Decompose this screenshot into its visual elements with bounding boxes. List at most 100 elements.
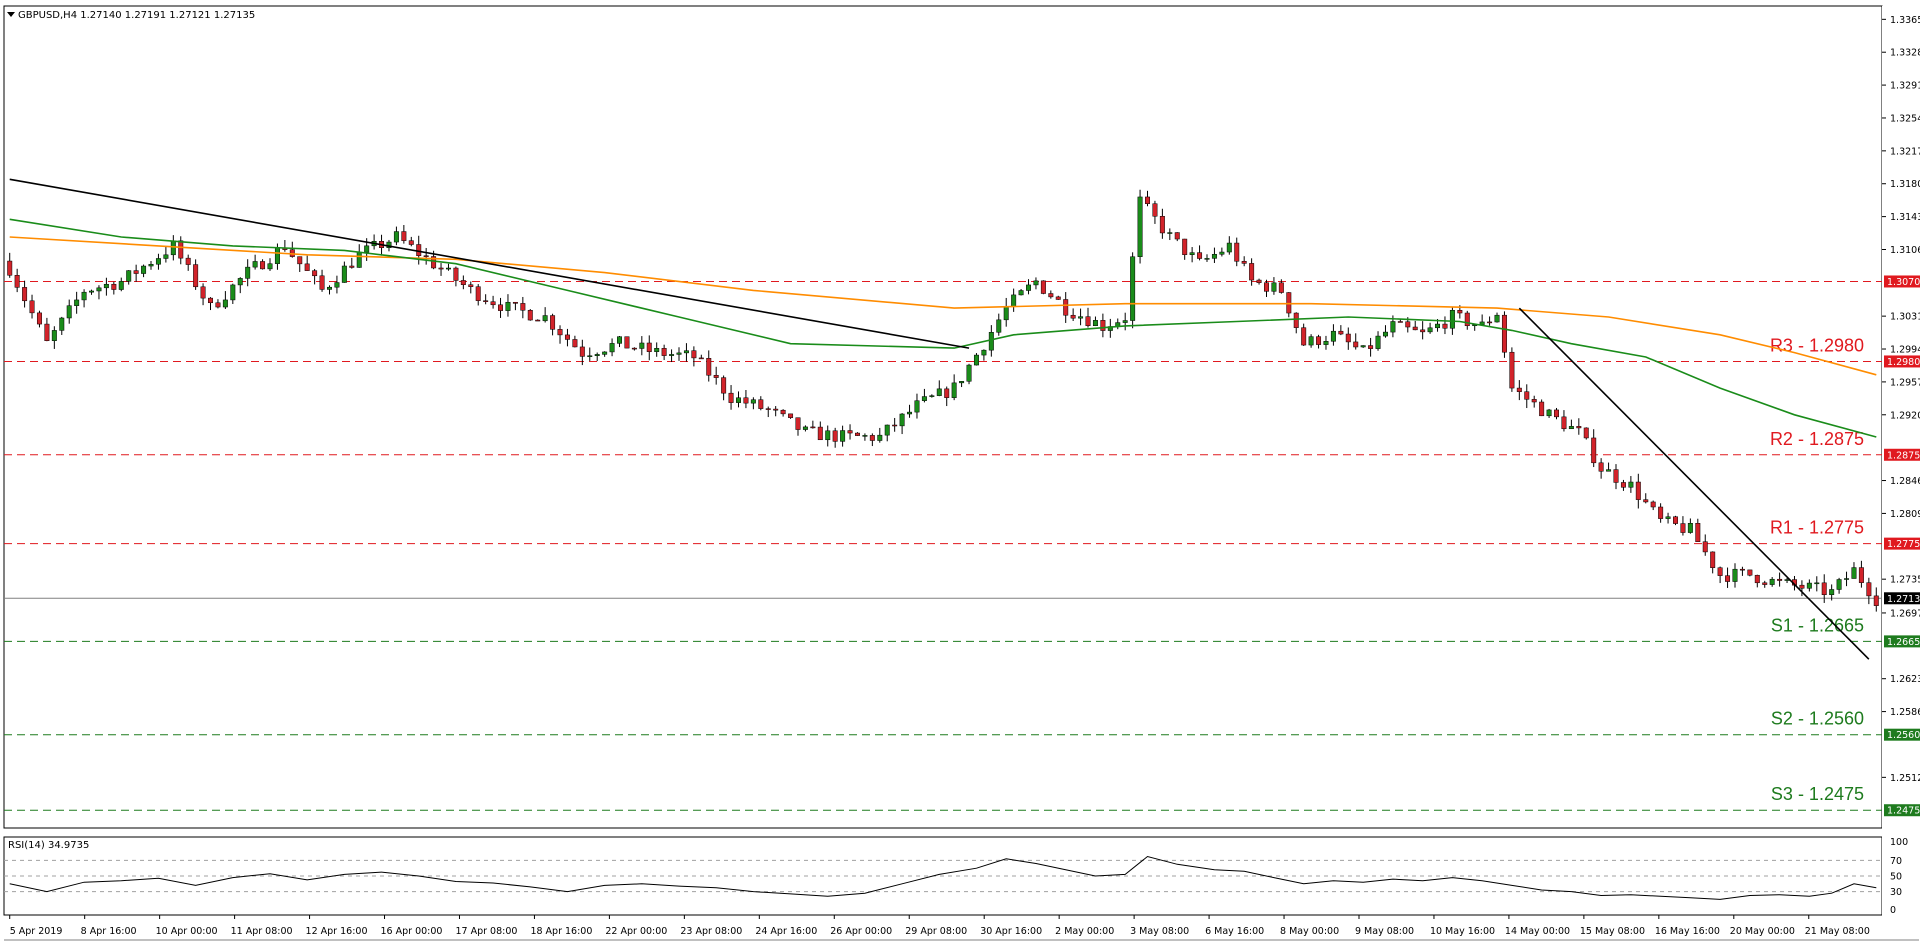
candle-body xyxy=(1145,196,1150,204)
price-tick-label: 1.29570 xyxy=(1890,377,1920,388)
candle-body xyxy=(1055,296,1061,300)
level-tag-label: 1.26650 xyxy=(1887,637,1920,648)
candle-body xyxy=(1211,254,1217,259)
candle-body xyxy=(7,260,13,276)
time-tick-label: 8 Apr 16:00 xyxy=(81,926,137,937)
candle-body xyxy=(1435,323,1441,329)
candle-body xyxy=(1152,203,1158,217)
candle-body xyxy=(1561,416,1567,430)
candle-body xyxy=(1851,567,1857,579)
candle-body xyxy=(1278,282,1284,293)
candle-body xyxy=(356,251,362,268)
candle-body xyxy=(133,270,139,274)
candle-body xyxy=(193,264,199,288)
candle-body xyxy=(460,280,466,285)
candle-body xyxy=(126,270,132,282)
candle-body xyxy=(1509,351,1515,389)
candle-body xyxy=(1316,336,1322,345)
level-tag-label: 1.30700 xyxy=(1887,277,1920,288)
candle-body xyxy=(468,284,474,287)
price-tick-label: 1.33650 xyxy=(1890,15,1920,26)
candle-body xyxy=(1643,499,1649,503)
candle-body xyxy=(81,291,87,301)
dropdown-triangle-icon xyxy=(7,12,15,17)
candle-body xyxy=(1390,321,1396,333)
candle-body xyxy=(252,261,258,268)
candle-body xyxy=(29,300,35,314)
candle-body xyxy=(1092,320,1098,326)
candle-body xyxy=(624,336,630,349)
candle-body xyxy=(36,312,42,325)
candle-body xyxy=(74,299,80,306)
candle-body xyxy=(1427,327,1433,333)
candle-body xyxy=(1405,321,1411,328)
candle-body xyxy=(215,302,221,308)
candle-body xyxy=(1323,341,1329,345)
candle-body xyxy=(1702,541,1708,553)
candle-body xyxy=(996,319,1002,333)
candle-body xyxy=(847,430,853,434)
price-tick-label: 1.27350 xyxy=(1890,575,1920,586)
candle-body xyxy=(1784,579,1790,581)
time-tick-label: 22 Apr 00:00 xyxy=(605,926,667,937)
candle-body xyxy=(817,426,823,441)
candle-body xyxy=(1732,568,1738,582)
level-label: R3 - 1.2980 xyxy=(1770,335,1864,355)
candle-body xyxy=(237,278,243,286)
time-tick-label: 10 May 16:00 xyxy=(1430,926,1495,937)
candle-body xyxy=(1620,482,1626,488)
current-price-label: 1.27135 xyxy=(1887,594,1920,605)
level-tag-label: 1.28750 xyxy=(1887,450,1920,461)
candle-body xyxy=(936,388,942,396)
candle-body xyxy=(1844,578,1850,580)
candle-body xyxy=(795,417,801,430)
candle-body xyxy=(431,256,437,269)
candle-body xyxy=(475,286,481,301)
candle-body xyxy=(1501,314,1507,353)
current-price-tag xyxy=(1884,592,1920,605)
candle-body xyxy=(1457,310,1463,314)
candle-body xyxy=(170,240,176,256)
candle-body xyxy=(676,352,682,355)
candle-body xyxy=(892,424,898,427)
candle-body xyxy=(1182,238,1188,255)
moving-average-fast xyxy=(9,218,1877,438)
candle-body xyxy=(594,354,600,356)
time-tick-label: 29 Apr 08:00 xyxy=(905,926,967,937)
time-tick-label: 21 May 08:00 xyxy=(1805,926,1870,937)
candle-body xyxy=(959,381,965,384)
price-tick-label: 1.32910 xyxy=(1890,81,1920,92)
candle-body xyxy=(490,301,496,306)
candle-body xyxy=(1003,306,1009,321)
candle-body xyxy=(1301,327,1307,346)
candle-body xyxy=(51,330,57,341)
candle-body xyxy=(222,299,228,308)
candle-body xyxy=(1673,516,1678,524)
time-tick-label: 6 May 16:00 xyxy=(1205,926,1264,937)
candle-body xyxy=(1449,310,1455,329)
candlesticks xyxy=(7,189,1879,612)
candle-body xyxy=(1658,506,1664,519)
candle-body xyxy=(542,315,548,322)
level-tag xyxy=(1884,275,1920,288)
candle-body xyxy=(1219,251,1225,255)
candle-body xyxy=(1576,426,1582,429)
candle-body xyxy=(721,377,727,394)
candle-body xyxy=(691,350,697,359)
candle-body xyxy=(111,283,117,290)
candle-body xyxy=(59,317,65,331)
time-tick-label: 30 Apr 16:00 xyxy=(980,926,1042,937)
candle-body xyxy=(327,286,332,290)
candle-body xyxy=(609,343,615,353)
candle-body xyxy=(1799,584,1805,589)
candle-body xyxy=(14,275,20,288)
candle-body xyxy=(1717,567,1723,576)
price-tick-label: 1.31060 xyxy=(1890,245,1920,256)
candle-body xyxy=(1256,279,1262,283)
candle-body xyxy=(750,399,756,404)
candle-body xyxy=(921,396,927,401)
candle-body xyxy=(319,275,325,290)
candle-body xyxy=(22,287,28,302)
candle-body xyxy=(401,231,407,241)
candle-body xyxy=(944,388,950,398)
